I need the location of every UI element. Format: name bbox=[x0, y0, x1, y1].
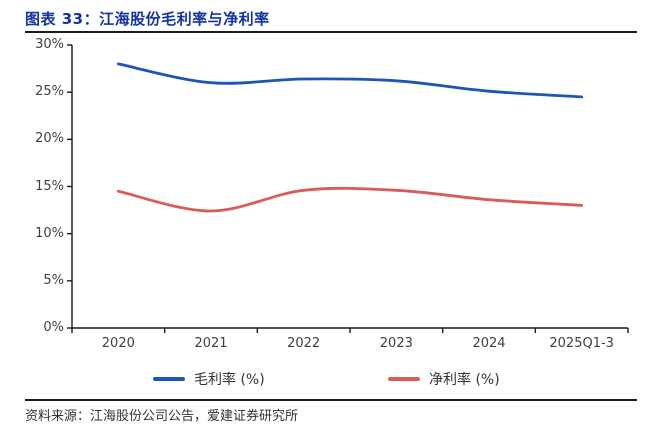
legend-label-net: 净利率 (%) bbox=[429, 372, 500, 388]
y-tick-label: 30% bbox=[35, 37, 64, 52]
x-tick-label: 2021 bbox=[194, 336, 228, 351]
x-tick-label: 2020 bbox=[101, 336, 135, 351]
legend-line-swatch-net bbox=[388, 377, 420, 381]
footer-divider bbox=[25, 399, 637, 401]
series-line-net-margin bbox=[116, 186, 584, 213]
x-tick-label: 2022 bbox=[287, 336, 321, 351]
legend-label-gross: 毛利率 (%) bbox=[194, 372, 265, 388]
source-note: 资料来源：江海股份公司公告，爱建证券研究所 bbox=[25, 409, 299, 424]
series-line-gross-margin bbox=[116, 62, 584, 99]
y-tick-label: 10% bbox=[35, 225, 64, 241]
y-tick-label: 15% bbox=[35, 178, 64, 194]
y-tick-label: 20% bbox=[35, 131, 64, 147]
legend-item-gross-margin: 毛利率 (%) bbox=[153, 369, 265, 389]
legend-line-swatch-gross bbox=[153, 377, 185, 381]
figure-title: 图表 33：江海股份毛利率与净利率 bbox=[25, 10, 270, 28]
x-tick-label: 2023 bbox=[379, 336, 413, 351]
y-tick-label: 5% bbox=[43, 272, 64, 288]
y-tick-label: 25% bbox=[35, 84, 64, 100]
axis-lines bbox=[71, 45, 628, 329]
x-tick-label: 2025Q1-3 bbox=[549, 336, 614, 351]
title-divider bbox=[25, 31, 637, 33]
y-tick-label: 0% bbox=[43, 320, 64, 335]
x-tick-label: 2024 bbox=[472, 336, 506, 351]
legend-item-net-margin: 净利率 (%) bbox=[388, 369, 500, 389]
